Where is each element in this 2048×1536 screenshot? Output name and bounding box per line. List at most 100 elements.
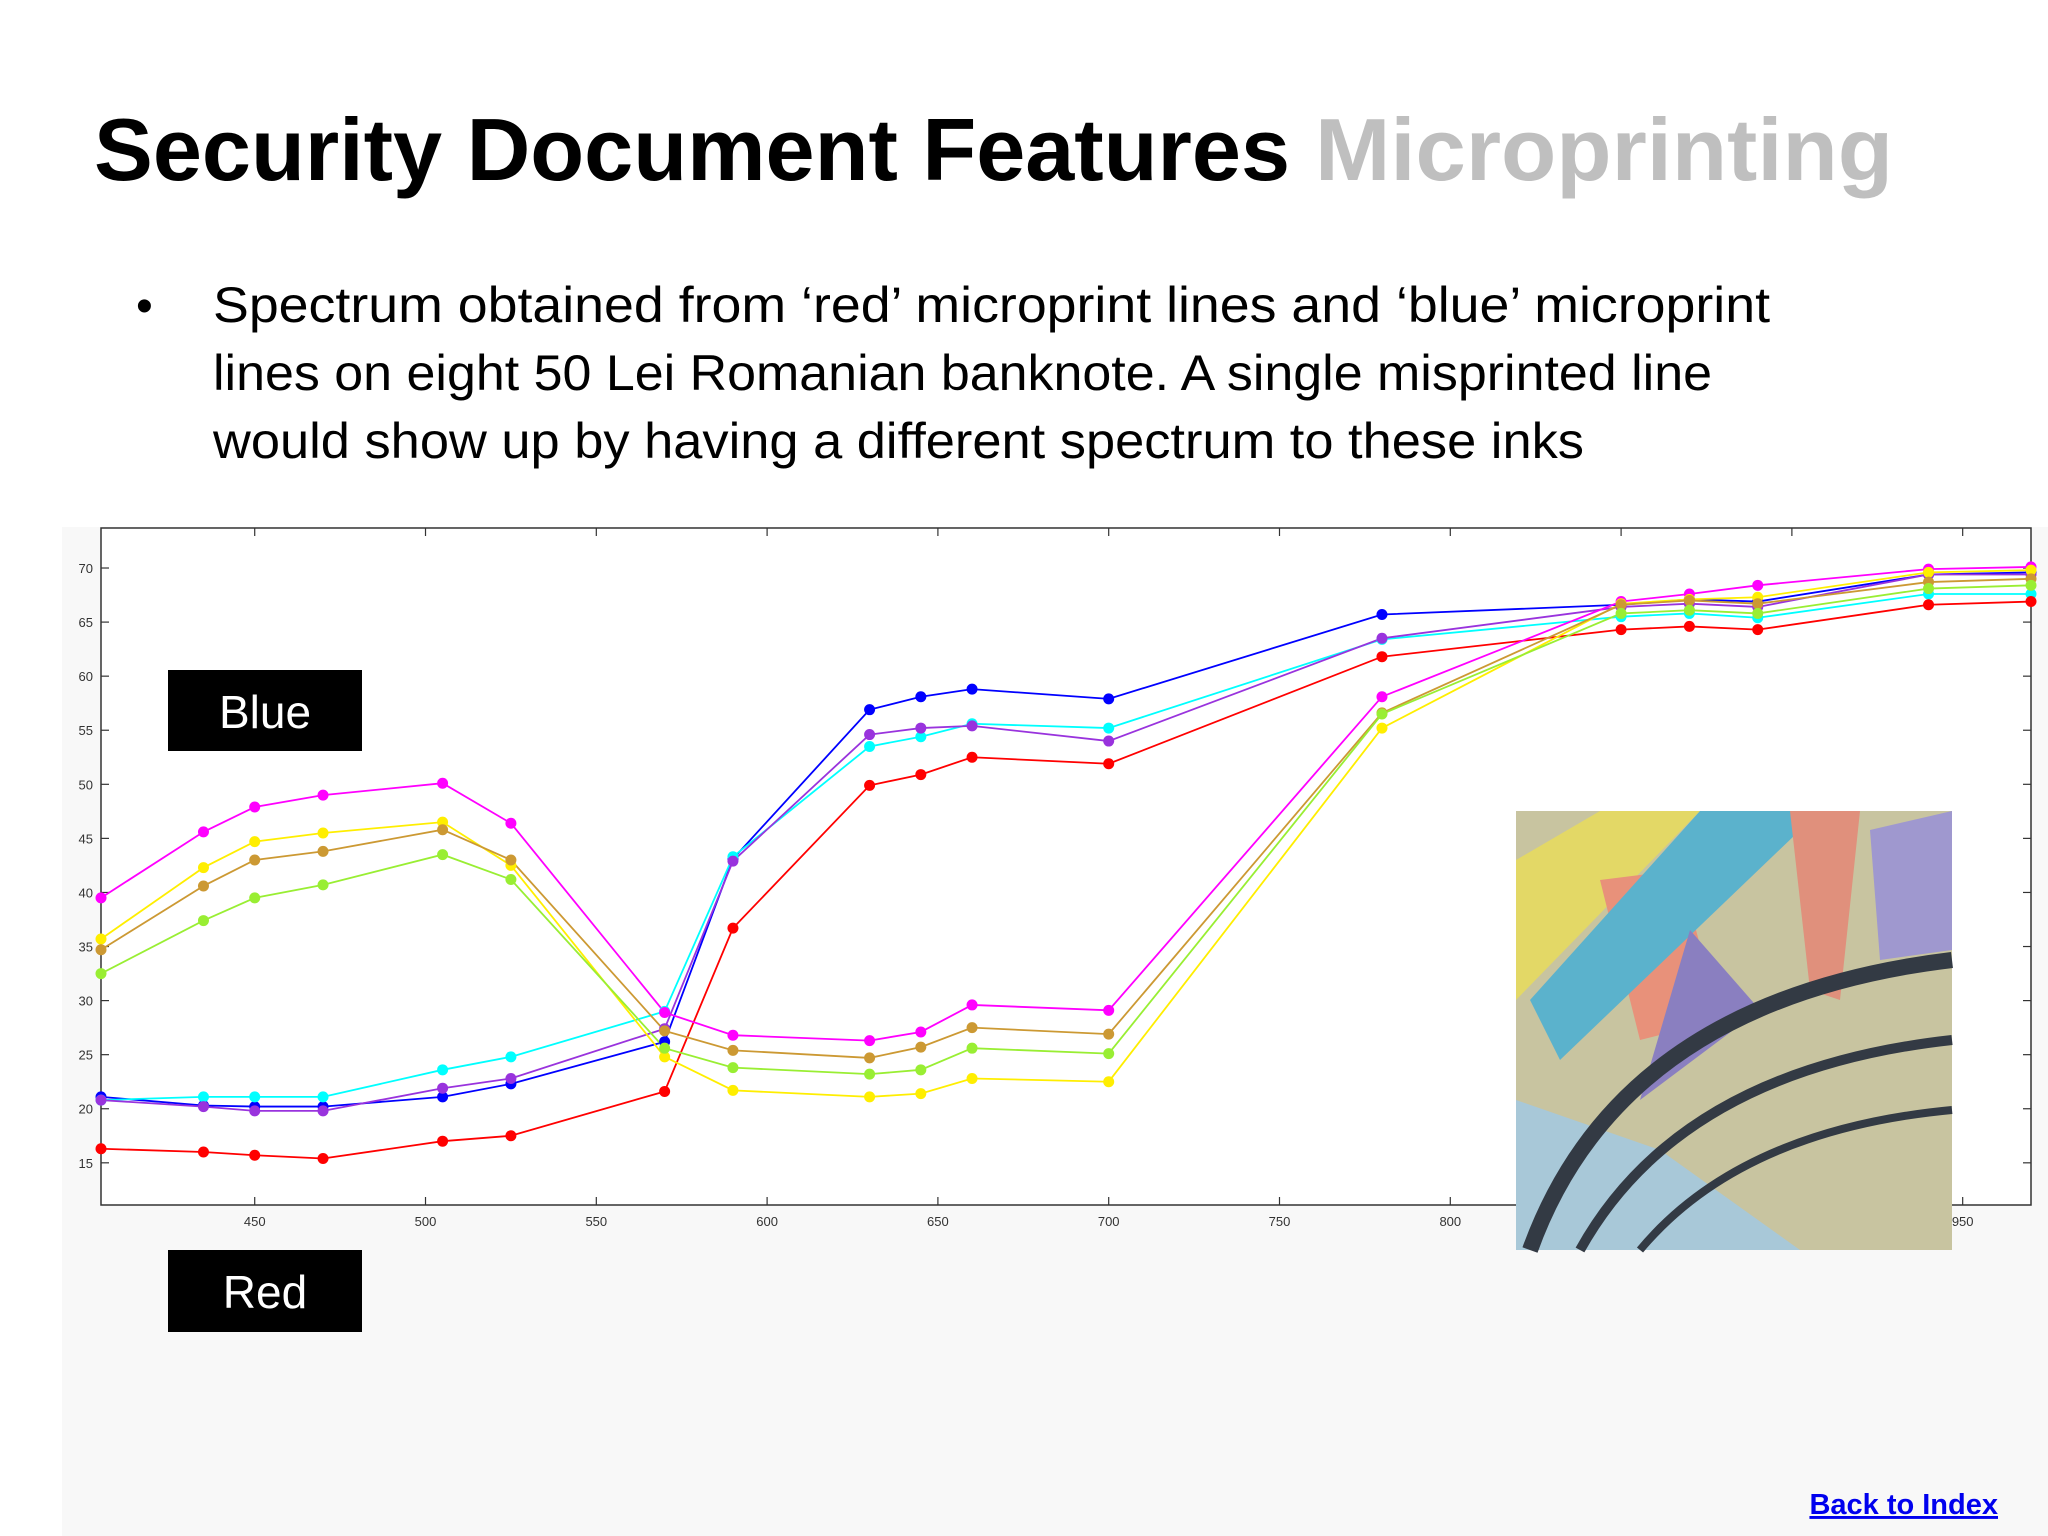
data-point xyxy=(864,1035,876,1047)
data-point xyxy=(915,1064,927,1076)
data-point xyxy=(437,1082,449,1094)
back-to-index-link[interactable]: Back to Index xyxy=(1809,1489,1998,1521)
data-point xyxy=(505,1130,517,1142)
data-point xyxy=(1683,604,1695,616)
label-text: Red xyxy=(223,1266,307,1318)
data-point xyxy=(317,879,329,891)
slide-title: Security Document Features xyxy=(94,100,1290,199)
data-point xyxy=(1103,1076,1115,1088)
y-tick-label: 60 xyxy=(79,669,93,684)
series-line xyxy=(100,593,2031,1101)
bullet-line: would show up by having a different spec… xyxy=(212,413,1584,469)
data-point xyxy=(727,1062,739,1074)
data-point xyxy=(1103,758,1115,770)
series-line xyxy=(100,577,2032,1059)
data-point xyxy=(2025,579,2037,591)
data-point xyxy=(249,1105,261,1117)
x-tick-label: 550 xyxy=(585,1214,607,1229)
data-point xyxy=(1103,693,1115,705)
data-point xyxy=(95,968,107,980)
y-tick-label: 50 xyxy=(79,777,93,792)
series-line xyxy=(100,600,2032,1160)
data-point xyxy=(915,769,927,781)
photo-patch xyxy=(1870,811,1952,960)
data-point xyxy=(864,1091,876,1103)
data-point xyxy=(915,731,927,743)
y-tick-label: 30 xyxy=(79,994,93,1009)
x-tick-label: 650 xyxy=(927,1214,949,1229)
data-point xyxy=(249,854,261,866)
slide-subtitle: Microprinting xyxy=(1315,100,1893,199)
data-point xyxy=(1923,583,1935,595)
label-box xyxy=(168,670,362,751)
data-point xyxy=(727,1084,739,1096)
data-point xyxy=(966,1042,978,1054)
series-line xyxy=(100,569,2032,1098)
data-point xyxy=(437,816,449,828)
data-point xyxy=(1683,594,1695,606)
data-point xyxy=(915,1026,927,1038)
data-point xyxy=(197,880,209,892)
data-point xyxy=(249,801,261,813)
data-point xyxy=(317,845,329,857)
data-point xyxy=(659,1051,671,1063)
data-point xyxy=(437,1135,449,1147)
x-tick-label: 500 xyxy=(415,1214,437,1229)
data-point xyxy=(317,789,329,801)
data-point xyxy=(864,779,876,791)
data-point xyxy=(1615,599,1627,611)
data-point xyxy=(1103,735,1115,747)
x-tick-label: 700 xyxy=(1098,1214,1120,1229)
series-line xyxy=(100,584,2032,1076)
data-point xyxy=(1752,607,1764,619)
data-point xyxy=(95,1094,107,1106)
photo-arc xyxy=(1636,1106,1953,1253)
data-point xyxy=(197,826,209,838)
data-point xyxy=(197,862,209,874)
y-tick-label: 55 xyxy=(79,723,93,738)
data-point xyxy=(1923,566,1935,578)
data-point xyxy=(437,824,449,836)
data-point xyxy=(249,892,261,904)
data-point xyxy=(915,1088,927,1100)
data-point xyxy=(864,1068,876,1080)
data-point xyxy=(1923,599,1935,611)
y-tick-label: 40 xyxy=(79,885,93,900)
data-point xyxy=(505,817,517,829)
photo-inset xyxy=(1516,811,1953,1253)
photo-arc xyxy=(1575,1035,1953,1253)
data-point xyxy=(915,1041,927,1053)
data-point xyxy=(1103,1004,1115,1016)
data-point xyxy=(727,1029,739,1041)
y-tick-label: 45 xyxy=(79,831,93,846)
x-tick-label: 450 xyxy=(244,1214,266,1229)
plot: 15 20 25 30 35 40 45 50 55 60 65 70 450 500 550 600 650 7… xyxy=(79,528,2037,1229)
photo-patch xyxy=(1790,811,1860,1000)
series-line xyxy=(100,573,2031,1112)
data-point xyxy=(505,854,517,866)
y-tick-label: 65 xyxy=(79,615,93,630)
data-point xyxy=(915,691,927,703)
data-point xyxy=(437,1064,449,1076)
y-tick-label: 25 xyxy=(79,1048,93,1063)
data-point xyxy=(95,892,107,904)
y-tick-label: 15 xyxy=(79,1156,93,1171)
data-point xyxy=(864,729,876,741)
y-tick-label: 35 xyxy=(79,940,93,955)
data-point xyxy=(1376,632,1388,644)
data-point xyxy=(197,1101,209,1113)
x-tick-label: 800 xyxy=(1439,1214,1461,1229)
data-point xyxy=(1752,598,1764,610)
y-tick-label: 20 xyxy=(79,1102,93,1117)
data-point xyxy=(864,1052,876,1064)
data-point xyxy=(95,1143,107,1155)
data-point xyxy=(505,1051,517,1063)
data-point xyxy=(317,1152,329,1164)
data-point xyxy=(317,827,329,839)
data-point xyxy=(1376,722,1388,734)
series-line xyxy=(100,566,2032,1042)
data-point xyxy=(2025,588,2037,600)
label-box xyxy=(168,1250,362,1332)
